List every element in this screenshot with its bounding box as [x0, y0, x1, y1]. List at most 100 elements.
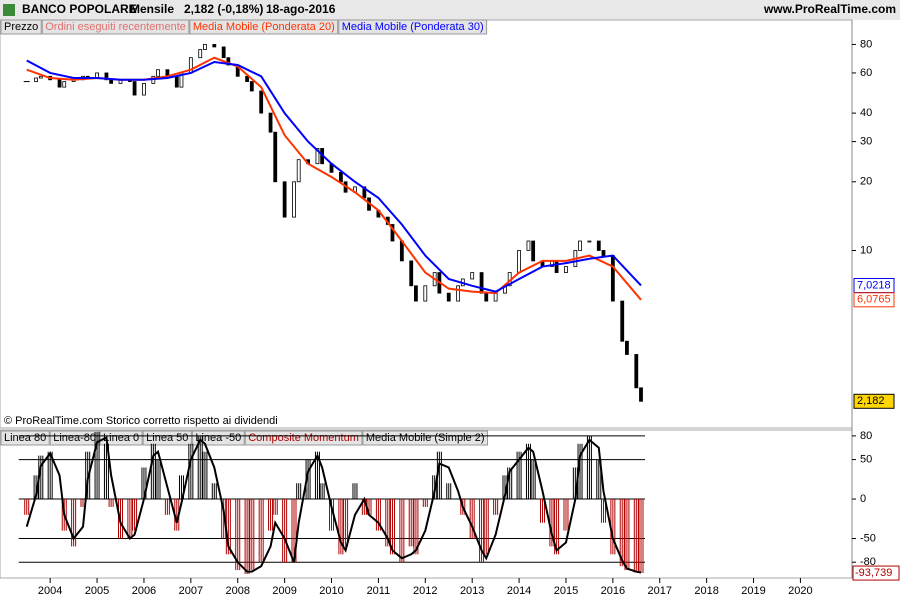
footer: © ProRealTime.com Storico corretto rispe…: [4, 415, 278, 427]
candle: [273, 131, 278, 183]
x-tick-label: 2011: [367, 585, 391, 597]
candle: [38, 75, 43, 79]
legend-entry: Linea 50: [146, 432, 188, 444]
value-tag: [853, 292, 895, 308]
value-label: -93,739: [855, 567, 892, 579]
legend-box: [0, 19, 42, 35]
candle: [296, 159, 301, 183]
candle: [142, 82, 146, 96]
legend-entry: Composite Momentum: [248, 432, 359, 444]
x-tick-label: 2010: [319, 585, 343, 597]
candle: [484, 292, 489, 302]
y-tick-label: 80: [860, 430, 872, 442]
y-tick-label: 50: [860, 453, 872, 465]
candle: [104, 72, 109, 81]
y-tick-label: -80: [860, 556, 876, 568]
candle: [601, 250, 606, 256]
legend-box: [191, 430, 245, 446]
candle: [531, 240, 536, 262]
x-tick-label: 2007: [179, 585, 203, 597]
value-label: 6,0765: [857, 294, 891, 306]
legend-entry: Linea 80: [4, 432, 46, 444]
x-tick-label: 2004: [38, 585, 62, 597]
candle: [156, 69, 160, 77]
candle: [446, 292, 451, 302]
value-tag: [852, 565, 900, 581]
candle: [362, 186, 367, 199]
candle: [62, 81, 67, 88]
x-tick-label: 2020: [788, 585, 812, 597]
x-tick-label: 2006: [132, 585, 156, 597]
candle: [564, 266, 568, 273]
x-tick-label: 2015: [554, 585, 578, 597]
legend-box: [41, 19, 190, 35]
legend-box: [189, 19, 339, 35]
legend-entry: Linea -50: [195, 432, 241, 444]
candle: [634, 354, 639, 389]
candle: [221, 46, 226, 59]
y-tick-label: 10: [860, 244, 872, 256]
candle: [554, 260, 559, 273]
candle: [338, 171, 343, 183]
legend-entry: Linea 0: [103, 432, 139, 444]
price-pane: [0, 19, 853, 429]
legend-box: [99, 430, 143, 446]
candle: [409, 260, 414, 287]
x-tick-label: 2008: [225, 585, 249, 597]
y-tick-label: 80: [860, 38, 872, 50]
candle: [620, 300, 625, 342]
y-tick-label: 30: [860, 136, 872, 148]
y-tick-label: -50: [860, 532, 876, 544]
candle: [249, 81, 254, 92]
x-tick-label: 2005: [85, 585, 109, 597]
site: www.ProRealTime.com: [763, 2, 896, 16]
candle: [470, 272, 475, 280]
candle: [259, 90, 264, 114]
y-tick-label: 0: [860, 493, 866, 505]
candle: [34, 77, 39, 82]
y-tick-label: 40: [860, 107, 872, 119]
x-tick-label: 2019: [741, 585, 765, 597]
date: 18-ago-2016: [266, 2, 336, 16]
legend-box: [244, 430, 363, 446]
candle: [423, 285, 428, 302]
candle: [132, 81, 137, 96]
legend-entry: Ordini eseguiti recentemente: [45, 21, 186, 33]
legend-entry: Media Mobile (Simple 2): [366, 432, 485, 444]
candle: [526, 240, 531, 251]
x-tick-label: 2014: [507, 585, 531, 597]
candle: [245, 75, 250, 82]
y-tick-label: 60: [860, 67, 872, 79]
legend-box: [338, 19, 488, 35]
candle: [625, 340, 629, 355]
momentum-average: [25, 435, 642, 574]
candle: [203, 44, 207, 50]
legend-box: [0, 430, 50, 446]
period: Mensile: [130, 2, 174, 16]
candle: [212, 44, 217, 48]
candle: [517, 250, 521, 273]
candle: [578, 240, 582, 251]
x-tick-label: 2018: [694, 585, 718, 597]
moving-average: [26, 59, 642, 293]
candle: [268, 112, 273, 133]
legend-box: [142, 430, 192, 446]
candle: [174, 75, 179, 88]
candle: [456, 285, 461, 302]
candle: [226, 57, 231, 66]
legend-entry: Linea-80: [53, 432, 96, 444]
header-bar: [0, 0, 900, 20]
moving-average: [26, 56, 642, 301]
candle: [587, 240, 592, 243]
candle: [390, 224, 395, 242]
y-tick-label: 20: [860, 176, 872, 188]
candle: [639, 387, 643, 402]
icon: [3, 4, 15, 16]
candle: [282, 181, 287, 218]
value-label: 2,182: [857, 395, 885, 407]
x-tick-label: 2016: [601, 585, 625, 597]
value-tag: [853, 393, 895, 409]
legend-entry: Prezzo: [4, 21, 38, 33]
candle: [109, 79, 114, 84]
